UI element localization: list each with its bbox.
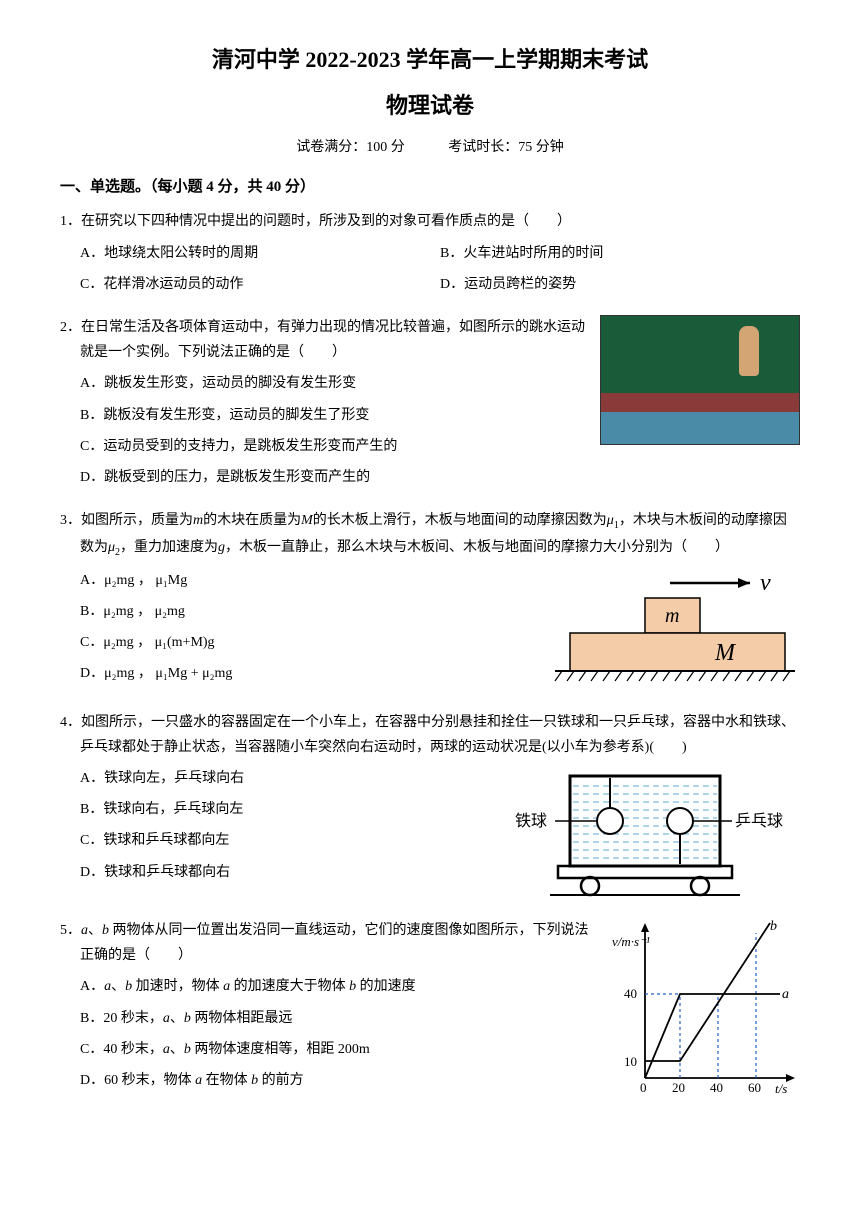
exam-title-main: 清河中学 2022-2023 学年高一上学期期末考试 xyxy=(60,40,800,80)
q4-opt-a: A．铁球向左，乒乓球向右 xyxy=(80,766,500,791)
cart-diagram: 铁球 乒乓球 xyxy=(510,766,800,906)
exam-title-sub: 物理试卷 xyxy=(60,86,800,126)
q1-stem: 1．在研究以下四种情况中提出的问题时，所涉及到的对象可看作质点的是（ ） xyxy=(60,209,800,234)
q1-options: A．地球绕太阳公转时的周期 B．火车进站时所用的时间 C．花样滑冰运动员的动作 … xyxy=(60,241,800,303)
q2-options: A．跳板发生形变，运动员的脚没有发生形变 B．跳板没有发生形变，运动员的脚发生了… xyxy=(60,371,590,490)
q3-opt-d: D．μ₂mg ， μ₁Mg + μ₂mg xyxy=(80,661,540,686)
a-line-label: a xyxy=(782,987,789,1002)
question-3: 3．如图所示，质量为m的木块在质量为M的长木板上滑行，木板与地面间的动摩擦因数为… xyxy=(60,508,800,698)
y-axis-label: v/m·s⁻¹ xyxy=(612,934,650,949)
svg-text:40: 40 xyxy=(710,1080,723,1095)
q5-opt-a: A．a、b 加速时，物体 a 的加速度大于物体 b 的加速度 xyxy=(80,974,600,999)
q5-options: A．a、b 加速时，物体 a 的加速度大于物体 b 的加速度 B．20 秒末，a… xyxy=(60,974,600,1093)
v-label: v xyxy=(760,570,771,596)
section-1-header: 一、单选题。（每小题 4 分，共 40 分） xyxy=(60,174,800,201)
q1-opt-b: B．火车进站时所用的时间 xyxy=(440,241,800,266)
b-line-label: b xyxy=(770,919,777,934)
svg-text:40: 40 xyxy=(624,986,637,1001)
question-2: 2．在日常生活及各项体育运动中，有弹力出现的情况比较普遍，如图所示的跳水运动就是… xyxy=(60,315,800,496)
q4-opt-b: B．铁球向右，乒乓球向左 xyxy=(80,797,500,822)
q2-opt-a: A．跳板发生形变，运动员的脚没有发生形变 xyxy=(80,371,590,396)
q3-opt-a: A．μ₂mg ， μ₁Mg xyxy=(80,568,540,593)
iron-label: 铁球 xyxy=(515,812,547,830)
x-axis-label: t/s xyxy=(775,1081,787,1096)
exam-meta: 试卷满分：100 分 考试时长：75 分钟 xyxy=(60,135,800,160)
svg-text:0: 0 xyxy=(640,1080,647,1095)
q3-opt-b: B．μ₂mg ， μ₂mg xyxy=(80,599,540,624)
q5-opt-d: D．60 秒末，物体 a 在物体 b 的前方 xyxy=(80,1068,600,1093)
q2-opt-d: D．跳板受到的压力，是跳板发生形变而产生的 xyxy=(80,465,590,490)
q4-stem: 4．如图所示，一只盛水的容器固定在一个小车上，在容器中分别悬挂和拴住一只铁球和一… xyxy=(60,710,800,760)
svg-text:60: 60 xyxy=(748,1080,761,1095)
diving-photo xyxy=(600,315,800,445)
q5-stem: 5．a、b 两物体从同一位置出发沿同一直线运动，它们的速度图像如图所示，下列说法… xyxy=(60,918,600,968)
q2-stem: 2．在日常生活及各项体育运动中，有弹力出现的情况比较普遍，如图所示的跳水运动就是… xyxy=(60,315,590,365)
q1-opt-d: D．运动员跨栏的姿势 xyxy=(440,272,800,297)
m-label: m xyxy=(665,605,679,627)
q4-opt-d: D．铁球和乒乓球都向右 xyxy=(80,860,500,885)
q1-opt-a: A．地球绕太阳公转时的周期 xyxy=(80,241,440,266)
q3-options: A．μ₂mg ， μ₁Mg B．μ₂mg ， μ₂mg C．μ₂mg ， μ₁(… xyxy=(60,568,540,687)
svg-text:10: 10 xyxy=(624,1054,637,1069)
velocity-graph: v/m·s⁻¹ t/s 0 20 40 60 10 40 a b xyxy=(610,918,800,1098)
duration: 考试时长：75 分钟 xyxy=(448,140,564,155)
question-5: 5．a、b 两物体从同一位置出发沿同一直线运动，它们的速度图像如图所示，下列说法… xyxy=(60,918,800,1099)
q2-opt-c: C．运动员受到的支持力，是跳板发生形变而产生的 xyxy=(80,434,590,459)
svg-text:20: 20 xyxy=(672,1080,685,1095)
q5-opt-b: B．20 秒末，a、b 两物体相距最远 xyxy=(80,1006,600,1031)
q3-stem: 3．如图所示，质量为m的木块在质量为M的长木板上滑行，木板与地面间的动摩擦因数为… xyxy=(60,508,800,562)
q4-options: A．铁球向左，乒乓球向右 B．铁球向右，乒乓球向左 C．铁球和乒乓球都向左 D．… xyxy=(60,766,500,885)
pingpong-label: 乒乓球 xyxy=(735,812,783,830)
q3-opt-c: C．μ₂mg ， μ₁(m+M)g xyxy=(80,630,540,655)
q1-opt-c: C．花样滑冰运动员的动作 xyxy=(80,272,440,297)
q5-opt-c: C．40 秒末，a、b 两物体速度相等，相距 200m xyxy=(80,1037,600,1062)
question-1: 1．在研究以下四种情况中提出的问题时，所涉及到的对象可看作质点的是（ ） A．地… xyxy=(60,209,800,303)
q4-opt-c: C．铁球和乒乓球都向左 xyxy=(80,828,500,853)
question-4: 4．如图所示，一只盛水的容器固定在一个小车上，在容器中分别悬挂和拴住一只铁球和一… xyxy=(60,710,800,906)
q2-opt-b: B．跳板没有发生形变，运动员的脚发生了形变 xyxy=(80,403,590,428)
plank-diagram: v m M xyxy=(550,568,800,698)
M-label: M xyxy=(714,640,737,666)
full-score: 试卷满分：100 分 xyxy=(296,140,405,155)
